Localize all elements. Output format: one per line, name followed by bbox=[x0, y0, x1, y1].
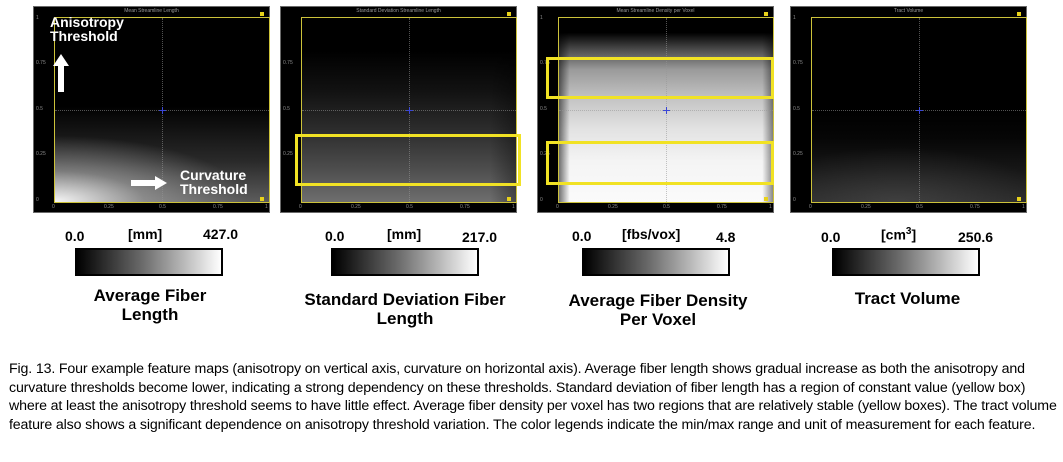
legend-min: 0.0 bbox=[572, 228, 592, 244]
x-tick: 0.75 bbox=[970, 204, 980, 210]
x-tick: 0 bbox=[556, 204, 559, 210]
feature-label: Average Fiber Length bbox=[93, 286, 207, 324]
stable-region-box-lower bbox=[546, 141, 774, 185]
y-tick: 0 bbox=[793, 197, 796, 203]
legend-unit-close: ] bbox=[911, 226, 917, 243]
y-tick: 1 bbox=[540, 15, 543, 21]
y-tick: 0.25 bbox=[793, 151, 803, 157]
color-legend-bar bbox=[832, 248, 980, 276]
x-tick: 0.5 bbox=[159, 204, 166, 210]
legend-max: 217.0 bbox=[462, 229, 498, 245]
map-title: Mean Streamline Density per Voxel bbox=[616, 8, 695, 14]
crosshair-marker bbox=[406, 107, 413, 114]
x-tick: 0.25 bbox=[861, 204, 871, 210]
crosshair-marker bbox=[159, 107, 166, 114]
feature-label: Standard Deviation Fiber Length bbox=[304, 290, 506, 328]
crosshair-marker bbox=[916, 107, 923, 114]
y-tick: 0.5 bbox=[793, 106, 800, 112]
y-tick: 0.5 bbox=[283, 106, 290, 112]
legend-min: 0.0 bbox=[821, 229, 841, 245]
corner-marker bbox=[764, 197, 768, 201]
x-tick: 0.25 bbox=[351, 204, 361, 210]
legend-max: 4.8 bbox=[716, 229, 736, 245]
corner-marker bbox=[507, 12, 511, 16]
stable-region-box bbox=[295, 134, 521, 186]
legend-unit-exponent: 3 bbox=[905, 226, 912, 237]
x-tick: 0.75 bbox=[460, 204, 470, 210]
map-title: Mean Streamline Length bbox=[124, 8, 179, 14]
y-tick: 0.75 bbox=[793, 60, 803, 66]
legend-min: 0.0 bbox=[65, 228, 85, 244]
arrow-up-icon bbox=[53, 54, 69, 92]
y-tick: 0.5 bbox=[540, 106, 547, 112]
feature-label: Average Fiber Density Per Voxel bbox=[568, 291, 748, 329]
x-tick: 0.75 bbox=[717, 204, 727, 210]
corner-marker bbox=[260, 12, 264, 16]
y-tick: 0.5 bbox=[36, 106, 43, 112]
y-tick: 1 bbox=[793, 15, 796, 21]
curvature-threshold-annotation: Curvature Threshold bbox=[180, 167, 248, 197]
feature-map-fiber-density: Mean Streamline Density per Voxel 1 0.75… bbox=[537, 6, 774, 213]
corner-marker bbox=[260, 197, 264, 201]
legend-unit: [mm] bbox=[387, 226, 422, 242]
x-tick: 0.25 bbox=[608, 204, 618, 210]
x-tick: 1 bbox=[512, 204, 515, 210]
corner-marker bbox=[1017, 12, 1021, 16]
y-tick: 0.25 bbox=[283, 151, 293, 157]
y-tick: 0.75 bbox=[36, 60, 46, 66]
x-tick: 0 bbox=[299, 204, 302, 210]
x-tick: 0.5 bbox=[406, 204, 413, 210]
color-legend-bar bbox=[75, 248, 223, 276]
x-tick: 0.5 bbox=[663, 204, 670, 210]
color-legend-bar bbox=[331, 248, 479, 276]
stable-region-box-upper bbox=[546, 57, 774, 99]
map-title: Tract Volume bbox=[893, 8, 924, 14]
anisotropy-threshold-annotation: Anisotropy Threshold bbox=[50, 14, 124, 44]
legend-unit-base: [cm bbox=[881, 226, 906, 243]
arrow-right-icon bbox=[131, 176, 167, 190]
x-tick: 0 bbox=[809, 204, 812, 210]
legend-unit: [cm3] bbox=[881, 226, 916, 243]
x-tick: 0.75 bbox=[213, 204, 223, 210]
x-tick: 1 bbox=[265, 204, 268, 210]
corner-marker bbox=[764, 12, 768, 16]
feature-map-std-fiber-length: Standard Deviation Streamline Length 0.7… bbox=[280, 6, 521, 213]
map-plot-area bbox=[301, 17, 517, 203]
corner-marker bbox=[507, 197, 511, 201]
map-title: Standard Deviation Streamline Length bbox=[356, 8, 441, 14]
legend-min: 0.0 bbox=[325, 228, 345, 244]
corner-marker bbox=[1017, 197, 1021, 201]
x-tick: 1 bbox=[769, 204, 772, 210]
color-legend-bar bbox=[582, 248, 730, 276]
map-plot-area bbox=[811, 17, 1027, 203]
figure-caption: Fig. 13. Four example feature maps (anis… bbox=[9, 361, 1057, 433]
crosshair-marker bbox=[663, 107, 670, 114]
y-tick: 0 bbox=[36, 197, 39, 203]
x-tick: 0.5 bbox=[916, 204, 923, 210]
y-tick: 0.25 bbox=[540, 151, 550, 157]
x-tick: 0.25 bbox=[104, 204, 114, 210]
y-tick: 0.25 bbox=[36, 151, 46, 157]
y-tick: 1 bbox=[36, 15, 39, 21]
x-tick: 0 bbox=[52, 204, 55, 210]
legend-unit: [fbs/vox] bbox=[622, 226, 681, 242]
feature-label: Tract Volume bbox=[854, 289, 961, 308]
legend-max: 427.0 bbox=[203, 226, 239, 242]
y-tick: 0 bbox=[540, 197, 543, 203]
map-plot-area bbox=[54, 17, 270, 203]
legend-unit: [mm] bbox=[128, 226, 163, 242]
feature-map-tract-volume: Tract Volume 1 0.75 0.5 0.25 0 0 0.25 0.… bbox=[790, 6, 1027, 213]
legend-max: 250.6 bbox=[958, 229, 994, 245]
map-plot-area bbox=[558, 17, 774, 203]
feature-map-average-fiber-length: Mean Streamline Length 1 0.75 0.5 0.25 0… bbox=[33, 6, 270, 213]
y-tick: 0.75 bbox=[283, 60, 293, 66]
x-tick: 1 bbox=[1022, 204, 1025, 210]
y-tick: 0.75 bbox=[540, 60, 550, 66]
